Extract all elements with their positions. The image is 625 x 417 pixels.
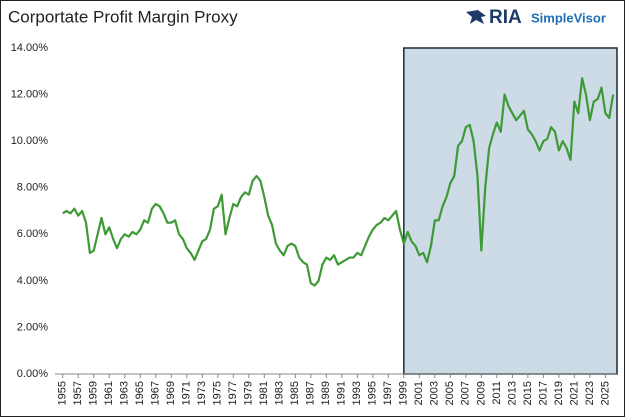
x-tick-label: 1961 (103, 381, 115, 405)
x-tick-label: 2007 (460, 381, 472, 405)
x-tick-label: 2025 (599, 381, 611, 405)
x-tick-label: 1977 (227, 381, 239, 405)
x-tick-label: 2009 (475, 381, 487, 405)
x-tick-label: 2015 (522, 381, 534, 405)
x-tick-label: 1991 (336, 381, 348, 405)
x-tick-label: 1969 (165, 381, 177, 405)
x-tick-label: 1985 (289, 381, 301, 405)
y-tick-label: 4.00% (17, 275, 48, 287)
x-tick-label: 1981 (258, 381, 270, 405)
x-tick-label: 1965 (134, 381, 146, 405)
y-tick-label: 6.00% (17, 228, 48, 240)
x-tick-label: 1967 (150, 381, 162, 405)
x-tick-label: 2001 (413, 381, 425, 405)
logo-icon (466, 10, 486, 24)
x-tick-label: 1997 (382, 381, 394, 405)
x-tick-label: 2023 (584, 381, 596, 405)
x-tick-label: 1993 (351, 381, 363, 405)
highlight-region (403, 47, 618, 375)
y-tick-label: 12.00% (11, 88, 49, 100)
x-tick-label: 2013 (506, 381, 518, 405)
x-tick-label: 2021 (568, 381, 580, 405)
x-tick-label: 1975 (212, 381, 224, 405)
x-tick-label: 1989 (320, 381, 332, 405)
x-tick-label: 2011 (491, 381, 503, 405)
logo-secondary: SimpleVisor (531, 10, 606, 25)
x-tick-label: 1963 (119, 381, 131, 405)
logo-primary: RIA (489, 7, 522, 28)
x-tick-label: 2003 (429, 381, 441, 405)
x-tick-label: 1987 (305, 381, 317, 405)
y-tick-label: 0.00% (17, 368, 48, 380)
x-tick-label: 1999 (398, 381, 410, 405)
x-tick-label: 1955 (57, 381, 69, 405)
chart-title: Corportate Profit Margin Proxy (8, 7, 238, 26)
x-tick-label: 1959 (88, 381, 100, 405)
x-tick-label: 1971 (181, 381, 193, 405)
x-tick-label: 1995 (367, 381, 379, 405)
x-tick-label: 2019 (553, 381, 565, 405)
y-tick-label: 2.00% (17, 321, 48, 333)
x-tick-label: 1983 (274, 381, 286, 405)
x-tick-label: 2005 (444, 381, 456, 405)
x-tick-label: 1979 (243, 381, 255, 405)
y-tick-label: 8.00% (17, 182, 48, 194)
y-tick-label: 10.00% (11, 135, 49, 147)
y-tick-label: 14.00% (11, 42, 49, 54)
data-line (62, 77, 615, 287)
logo: RIA SimpleVisor (466, 7, 606, 28)
x-tick-label: 1957 (72, 381, 84, 405)
x-tick-label: 1973 (196, 381, 208, 405)
x-tick-label: 2017 (537, 381, 549, 405)
